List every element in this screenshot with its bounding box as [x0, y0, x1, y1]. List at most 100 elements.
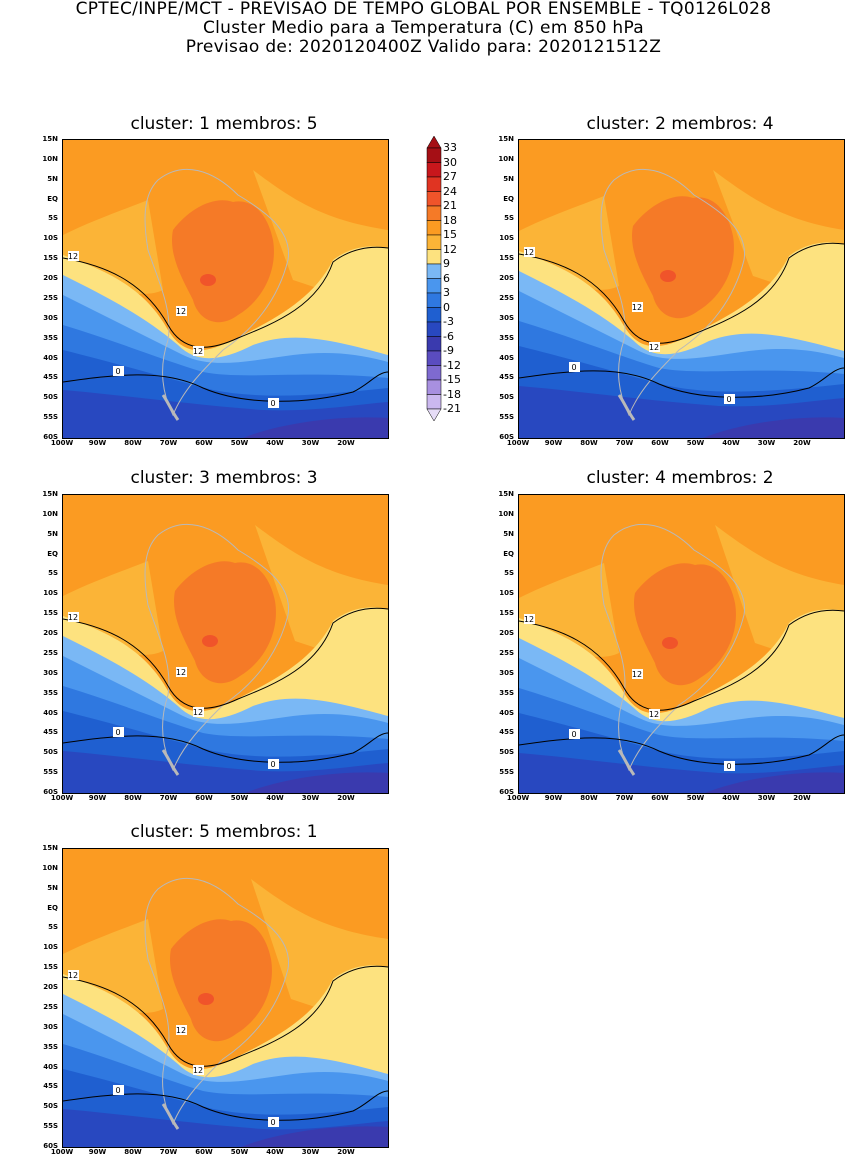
lat-tick-label: 5S — [48, 214, 58, 223]
colorbar-swatch — [426, 321, 442, 337]
lat-tick-label: 55S — [499, 768, 514, 777]
contour-label: 0 — [113, 727, 124, 737]
band-minus6-to-minus3 — [703, 417, 844, 438]
contour-label-box — [649, 709, 660, 719]
lon-tick-label: 30W — [757, 439, 776, 447]
lat-tick-label: 50S — [499, 393, 514, 402]
lon-tick-label: 60W — [195, 1148, 213, 1156]
lat-tick-label: 10N — [498, 509, 514, 518]
isoline-0 — [63, 732, 388, 763]
lon-tick-label: 70W — [159, 794, 178, 802]
colorbar-level-label: 33 — [443, 141, 457, 154]
colorbar-swatch — [426, 365, 442, 381]
lat-tick-label: EQ — [503, 549, 514, 558]
lat-tick-label: 55S — [43, 1122, 58, 1131]
lat-tick-label: 10S — [43, 589, 58, 598]
header-line-1: CPTEC/INPE/MCT - PREVISAO DE TEMPO GLOBA… — [75, 0, 772, 19]
contour-label-box — [268, 1117, 279, 1127]
band-21-to-24 — [170, 919, 272, 1042]
lat-tick-label: 10N — [42, 509, 58, 518]
colorbar-level-label: 27 — [443, 170, 457, 183]
contour-label-text: 12 — [193, 1066, 203, 1075]
lon-tick-label: 20W — [793, 794, 811, 802]
contour-label: 12 — [176, 1025, 187, 1035]
lon-tick-label: 30W — [757, 794, 776, 802]
band-24-to-27 — [198, 993, 214, 1005]
coastline-patagonia — [161, 1103, 180, 1130]
lat-tick-label: 40S — [43, 708, 58, 717]
colorbar-swatch — [426, 220, 442, 236]
colorbar-swatch — [426, 162, 442, 178]
coastline-patagonia — [161, 394, 180, 421]
contour-label: 12 — [68, 970, 79, 980]
contour-label: 0 — [569, 362, 580, 372]
contour-label-text: 12 — [632, 670, 642, 679]
lat-tick-label: 5N — [47, 883, 58, 892]
band-minus6-to-minus3 — [705, 772, 844, 793]
temperature-field: 12 12 12 0 0 — [63, 495, 388, 793]
lat-tick-label: 15S — [43, 609, 58, 618]
contour-label: 12 — [193, 1065, 204, 1075]
lon-tick-label: 90W — [88, 439, 107, 447]
lon-tick-label: 50W — [230, 1148, 249, 1156]
coastline — [144, 877, 289, 1126]
lon-tick-label: 40W — [722, 439, 740, 447]
colorbar-level-label: 0 — [443, 300, 450, 314]
lon-tick-label: 20W — [337, 794, 355, 802]
contour-label-box — [176, 667, 187, 677]
map-plot-area: 12 12 12 0 0 — [62, 139, 389, 439]
colorbar-swatch — [426, 191, 442, 207]
contour-label-text: 0 — [571, 730, 576, 739]
lat-tick-label: 30S — [43, 313, 58, 322]
colorbar-swatch — [426, 234, 442, 250]
lon-tick-label: 80W — [124, 1148, 142, 1156]
lat-tick-label: 50S — [43, 748, 58, 757]
contour-label-text: 0 — [115, 1086, 120, 1095]
lon-tick-label: 80W — [124, 794, 142, 802]
map-plot-area: 12 12 12 0 0 — [518, 494, 845, 794]
isoline-0 — [63, 1090, 388, 1121]
contour-label: 0 — [113, 366, 124, 376]
coastline-patagonia — [617, 394, 636, 421]
contour-label-text: 0 — [726, 395, 731, 404]
lat-tick-label: 20S — [43, 274, 58, 283]
coastline — [600, 168, 745, 417]
contour-label-text: 0 — [115, 367, 120, 376]
colorbar-level-label: -15 — [443, 373, 461, 386]
colorbar-level-label: 12 — [443, 242, 457, 256]
lat-tick-label: 10S — [499, 589, 514, 598]
colorbar-level-label: 30 — [443, 155, 457, 169]
contour-label-box — [632, 669, 643, 679]
lat-tick-label: 10S — [43, 943, 58, 952]
contour-label-text: 12 — [649, 343, 659, 352]
contour-label: 12 — [649, 709, 660, 719]
lat-tick-label: 5N — [503, 529, 514, 538]
lat-tick-label: 25S — [499, 648, 514, 657]
colorbar-swatch — [426, 307, 442, 323]
lat-tick-label: 25S — [43, 293, 58, 302]
lon-tick-label: 50W — [686, 794, 705, 802]
band-21-to-24 — [174, 561, 276, 684]
lat-tick-label: 20S — [43, 983, 58, 992]
lon-tick-label: 60W — [195, 794, 213, 802]
isoline-12 — [519, 609, 844, 711]
lat-tick-label: 60S — [499, 433, 514, 441]
contour-label-box — [632, 302, 643, 312]
colorbar-swatch — [426, 292, 442, 308]
colorbar-swatch — [426, 379, 442, 395]
header-line-3: Previsao de: 2020120400Z Valido para: 20… — [185, 37, 662, 57]
contour-label-box — [193, 1065, 204, 1075]
contour-label-box — [268, 398, 279, 408]
contour-label-text: 12 — [176, 1026, 186, 1035]
lat-tick-label: 50S — [499, 748, 514, 757]
lat-tick-label: 15S — [499, 254, 514, 263]
lat-tick-label: 10N — [498, 154, 514, 163]
contour-label-box — [524, 614, 535, 624]
lat-tick-label: 10S — [499, 234, 514, 243]
band-24-to-27 — [202, 635, 218, 647]
band-24-to-27 — [662, 637, 678, 649]
contour-label: 12 — [193, 346, 204, 356]
contour-label: 12 — [68, 251, 79, 261]
lat-tick-label: 15S — [499, 609, 514, 618]
lon-tick-label: 20W — [337, 439, 355, 447]
